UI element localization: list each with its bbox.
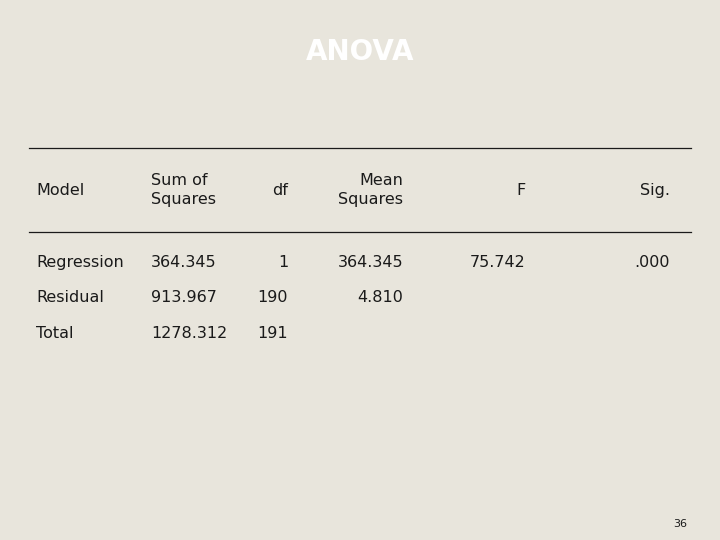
Text: 75.742: 75.742: [470, 255, 526, 270]
Text: .000: .000: [634, 255, 670, 270]
Text: Sum of
Squares: Sum of Squares: [151, 173, 216, 207]
Text: Total: Total: [36, 326, 73, 341]
Text: 191: 191: [257, 326, 288, 341]
Text: 190: 190: [258, 291, 288, 306]
Text: Model: Model: [36, 183, 84, 198]
Text: 1278.312: 1278.312: [151, 326, 228, 341]
Text: 4.810: 4.810: [357, 291, 403, 306]
Text: 364.345: 364.345: [338, 255, 403, 270]
Text: ANOVA: ANOVA: [306, 38, 414, 66]
Text: Regression: Regression: [36, 255, 124, 270]
Text: 1: 1: [278, 255, 288, 270]
Text: df: df: [272, 183, 288, 198]
Text: 913.967: 913.967: [151, 291, 217, 306]
Text: 364.345: 364.345: [151, 255, 217, 270]
Text: Residual: Residual: [36, 291, 104, 306]
Text: Sig.: Sig.: [639, 183, 670, 198]
Text: Mean
Squares: Mean Squares: [338, 173, 403, 207]
Text: F: F: [516, 183, 526, 198]
Text: 36: 36: [674, 519, 688, 529]
